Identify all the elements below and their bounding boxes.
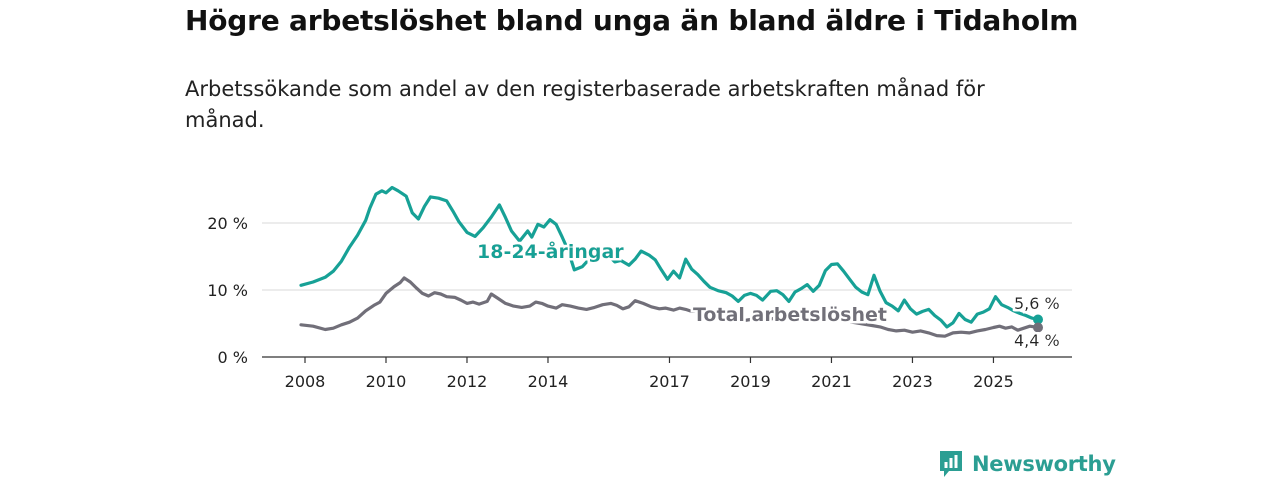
newsworthy-logo: Newsworthy [938, 449, 1116, 479]
x-tick-label: 2017 [649, 372, 690, 391]
series-labels: 18-24-åringar Total arbetslöshet 5,6 % 4,4 … [477, 239, 1060, 350]
x-tick-label: 2012 [447, 372, 488, 391]
y-tick-label: 20 % [207, 214, 248, 233]
end-dot-total [1033, 322, 1043, 333]
series-label-youth: 18-24-åringar [477, 239, 624, 263]
series-lines [299, 185, 1043, 338]
series-label-total: Total arbetslöshet [693, 304, 887, 326]
newsworthy-logo-icon [940, 451, 962, 477]
x-tick-label: 2010 [366, 372, 407, 391]
x-tick-label: 2008 [285, 372, 326, 391]
chart-title: Högre arbetslöshet bland unga än bland ä… [185, 4, 1079, 37]
x-tick-label: 2023 [892, 372, 933, 391]
series-line-total [299, 276, 1040, 338]
x-tick-label: 2025 [973, 372, 1014, 391]
x-tick-label: 2019 [730, 372, 771, 391]
axes: 0 % 10 % 20 % 2008 2010 2012 2014 2017 2019 2021 2… [207, 214, 1072, 391]
end-dot-youth [1033, 314, 1043, 325]
x-tick-label: 2014 [528, 372, 569, 391]
end-label-youth: 5,6 % [1014, 294, 1060, 313]
y-tick-label: 0 % [218, 348, 248, 367]
chart-subtitle: Arbetssökande som andel av den registerb… [185, 77, 985, 132]
newsworthy-brand-text: Newsworthy [972, 452, 1116, 476]
y-tick-label: 10 % [207, 281, 248, 300]
end-label-total: 4,4 % [1014, 331, 1060, 350]
gridlines [262, 222, 1072, 291]
series-line-youth [299, 185, 1040, 329]
x-tick-label: 2021 [811, 372, 852, 391]
